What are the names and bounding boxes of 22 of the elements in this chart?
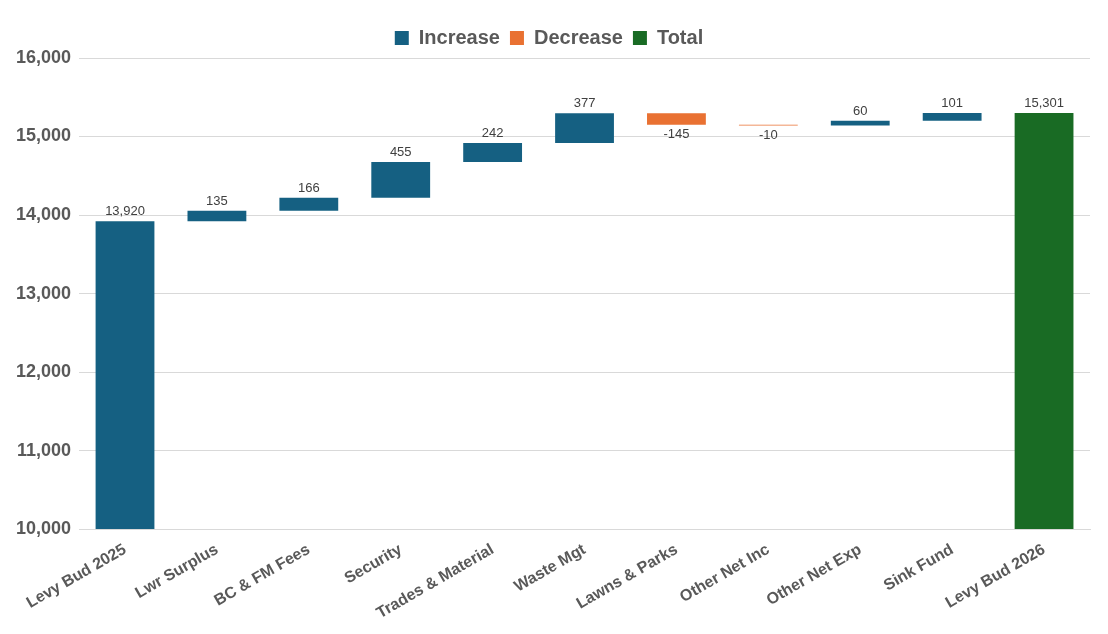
- legend-label: Decrease: [533, 25, 623, 48]
- y-tick-label: 11,000: [16, 439, 72, 460]
- legend-label: Total: [656, 25, 704, 48]
- data-label: 60: [853, 102, 868, 118]
- legend-label: Increase: [418, 25, 500, 48]
- data-label: 377: [573, 95, 596, 111]
- data-label: 15,301: [1024, 94, 1064, 110]
- y-tick-label: 13,000: [15, 282, 72, 303]
- data-label: -10: [758, 126, 778, 142]
- data-label: 101: [941, 94, 963, 110]
- data-label: 135: [206, 192, 228, 208]
- data-label: -145: [663, 125, 690, 141]
- x-tick-label: Levy Bud 2025: [23, 540, 129, 611]
- y-tick-label: 10,000: [15, 518, 72, 539]
- data-label: 455: [389, 144, 412, 160]
- y-tick-label: 14,000: [15, 204, 72, 225]
- data-label: 242: [481, 125, 504, 141]
- data-label: 13,920: [105, 203, 145, 219]
- y-tick-label: 15,000: [15, 125, 72, 146]
- y-tick-label: 16,000: [15, 46, 72, 67]
- data-label: 166: [297, 179, 320, 195]
- y-tick-label: 12,000: [15, 361, 72, 382]
